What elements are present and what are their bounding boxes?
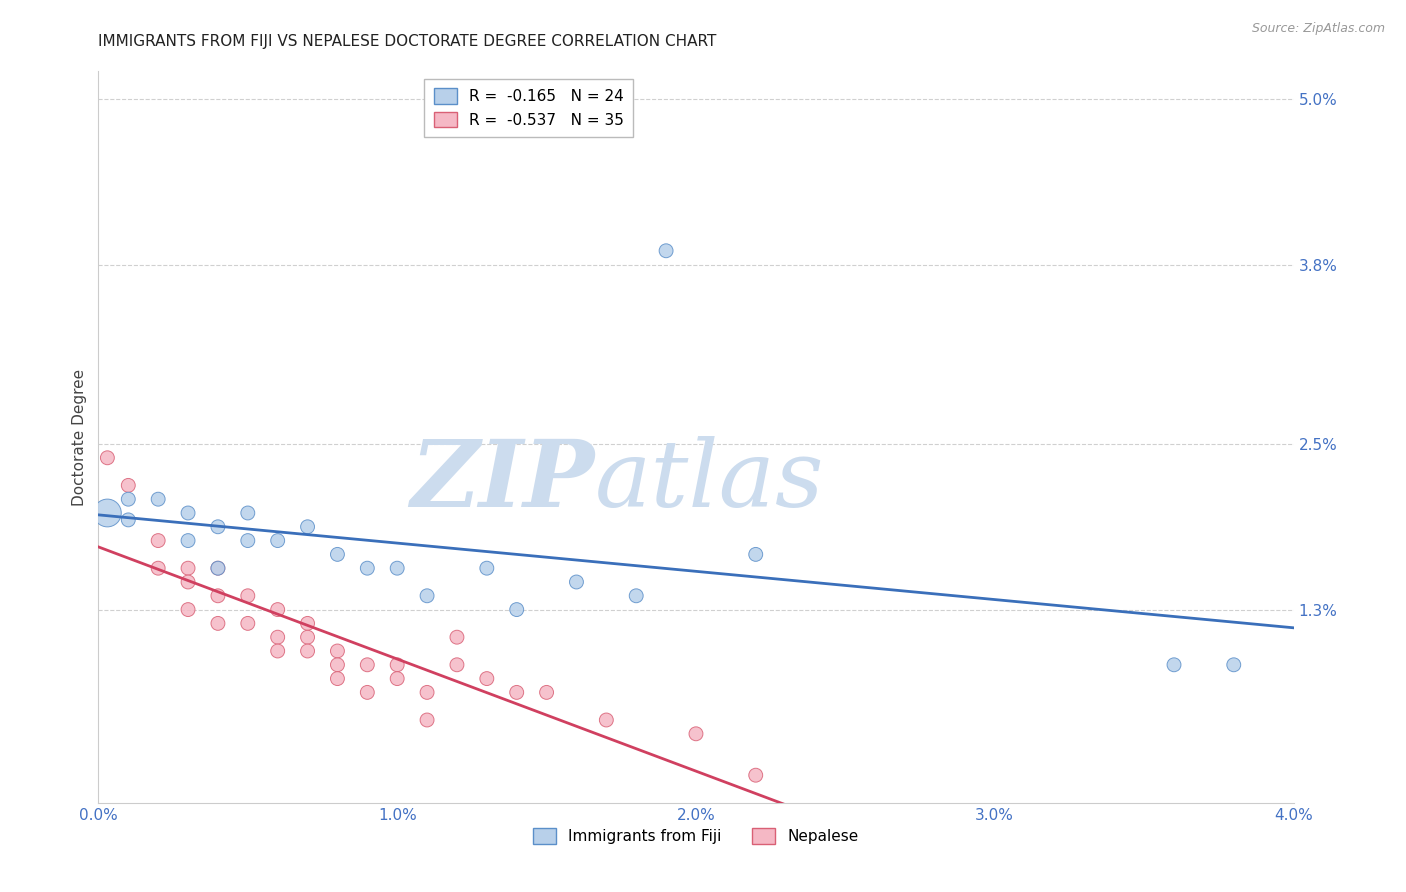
Point xyxy=(96,450,118,465)
Point xyxy=(536,685,558,699)
Point xyxy=(207,520,229,534)
Point xyxy=(267,630,290,644)
Point xyxy=(267,533,290,548)
Point xyxy=(297,630,319,644)
Point xyxy=(1163,657,1185,672)
Y-axis label: Doctorate Degree: Doctorate Degree xyxy=(72,368,87,506)
Point xyxy=(117,478,139,492)
Point xyxy=(385,561,409,575)
Point xyxy=(236,589,259,603)
Point xyxy=(385,672,409,686)
Point xyxy=(297,644,319,658)
Point xyxy=(745,548,768,562)
Point xyxy=(475,672,498,686)
Point xyxy=(446,630,468,644)
Point xyxy=(385,657,409,672)
Point xyxy=(96,506,118,520)
Text: IMMIGRANTS FROM FIJI VS NEPALESE DOCTORATE DEGREE CORRELATION CHART: IMMIGRANTS FROM FIJI VS NEPALESE DOCTORA… xyxy=(98,35,717,49)
Point xyxy=(416,713,439,727)
Point xyxy=(326,644,349,658)
Point xyxy=(236,616,259,631)
Point xyxy=(446,657,468,672)
Text: Source: ZipAtlas.com: Source: ZipAtlas.com xyxy=(1251,22,1385,36)
Point xyxy=(177,602,200,616)
Point xyxy=(1223,657,1246,672)
Point xyxy=(506,602,529,616)
Point xyxy=(356,561,378,575)
Point xyxy=(297,520,319,534)
Point xyxy=(297,616,319,631)
Point xyxy=(416,589,439,603)
Point xyxy=(745,768,768,782)
Point xyxy=(148,561,170,575)
Text: ZIP: ZIP xyxy=(411,436,595,526)
Point xyxy=(148,533,170,548)
Point xyxy=(177,574,200,589)
Point xyxy=(207,616,229,631)
Text: atlas: atlas xyxy=(595,436,824,526)
Point xyxy=(326,657,349,672)
Point xyxy=(267,602,290,616)
Point xyxy=(236,533,259,548)
Point xyxy=(267,644,290,658)
Point xyxy=(475,561,498,575)
Point xyxy=(236,506,259,520)
Point xyxy=(326,548,349,562)
Point xyxy=(117,513,139,527)
Point xyxy=(416,685,439,699)
Point xyxy=(207,589,229,603)
Point xyxy=(356,685,378,699)
Point xyxy=(177,506,200,520)
Point xyxy=(177,533,200,548)
Point xyxy=(177,561,200,575)
Point xyxy=(626,589,648,603)
Point xyxy=(685,727,707,741)
Point xyxy=(655,244,678,258)
Point xyxy=(207,561,229,575)
Point xyxy=(565,574,588,589)
Point xyxy=(356,657,378,672)
Point xyxy=(207,561,229,575)
Point xyxy=(506,685,529,699)
Point xyxy=(595,713,617,727)
Point xyxy=(148,492,170,507)
Legend: Immigrants from Fiji, Nepalese: Immigrants from Fiji, Nepalese xyxy=(527,822,865,850)
Point xyxy=(117,492,139,507)
Point xyxy=(326,672,349,686)
